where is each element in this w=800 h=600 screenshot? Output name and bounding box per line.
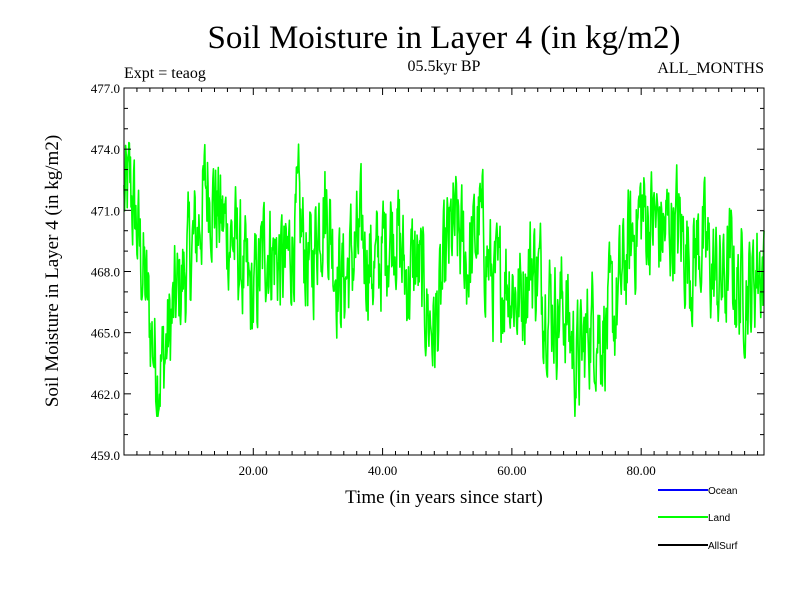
x-tick-label: 80.00 xyxy=(627,463,656,478)
y-tick-label: 471.0 xyxy=(91,203,120,218)
axes-group: 459.0 462.0 465.0 468.0 471.0 474.0 477.0 20.00… xyxy=(91,81,764,478)
x-axis-label: Time (in years since start) xyxy=(345,487,543,508)
legend-label-land: Land xyxy=(708,513,730,524)
series-line-land xyxy=(123,141,765,418)
legend-label-ocean: Ocean xyxy=(708,486,737,497)
y-tick-label: 462.0 xyxy=(91,387,120,402)
months-label: ALL_MONTHS xyxy=(657,60,764,77)
experiment-label: Expt = teaog xyxy=(124,65,206,82)
y-tick-label: 477.0 xyxy=(91,81,120,96)
y-axis-label: Soil Moisture in Layer 4 (in kg/m2) xyxy=(42,135,63,407)
chart-title: Soil Moisture in Layer 4 (in kg/m2) xyxy=(208,20,681,56)
chart-subtitle: 05.5kyr BP xyxy=(408,58,481,75)
y-tick-label: 468.0 xyxy=(91,265,120,280)
legend: Ocean Land AllSurf xyxy=(658,486,738,552)
plot-series-group xyxy=(123,141,765,418)
x-tick-label: 60.00 xyxy=(497,463,526,478)
y-tick-label: 459.0 xyxy=(91,448,120,463)
legend-label-allsurf: AllSurf xyxy=(708,541,738,552)
y-tick-label: 474.0 xyxy=(91,142,120,157)
x-tick-label: 40.00 xyxy=(368,463,397,478)
y-tick-label: 465.0 xyxy=(91,326,120,341)
x-tick-label: 20.00 xyxy=(239,463,268,478)
